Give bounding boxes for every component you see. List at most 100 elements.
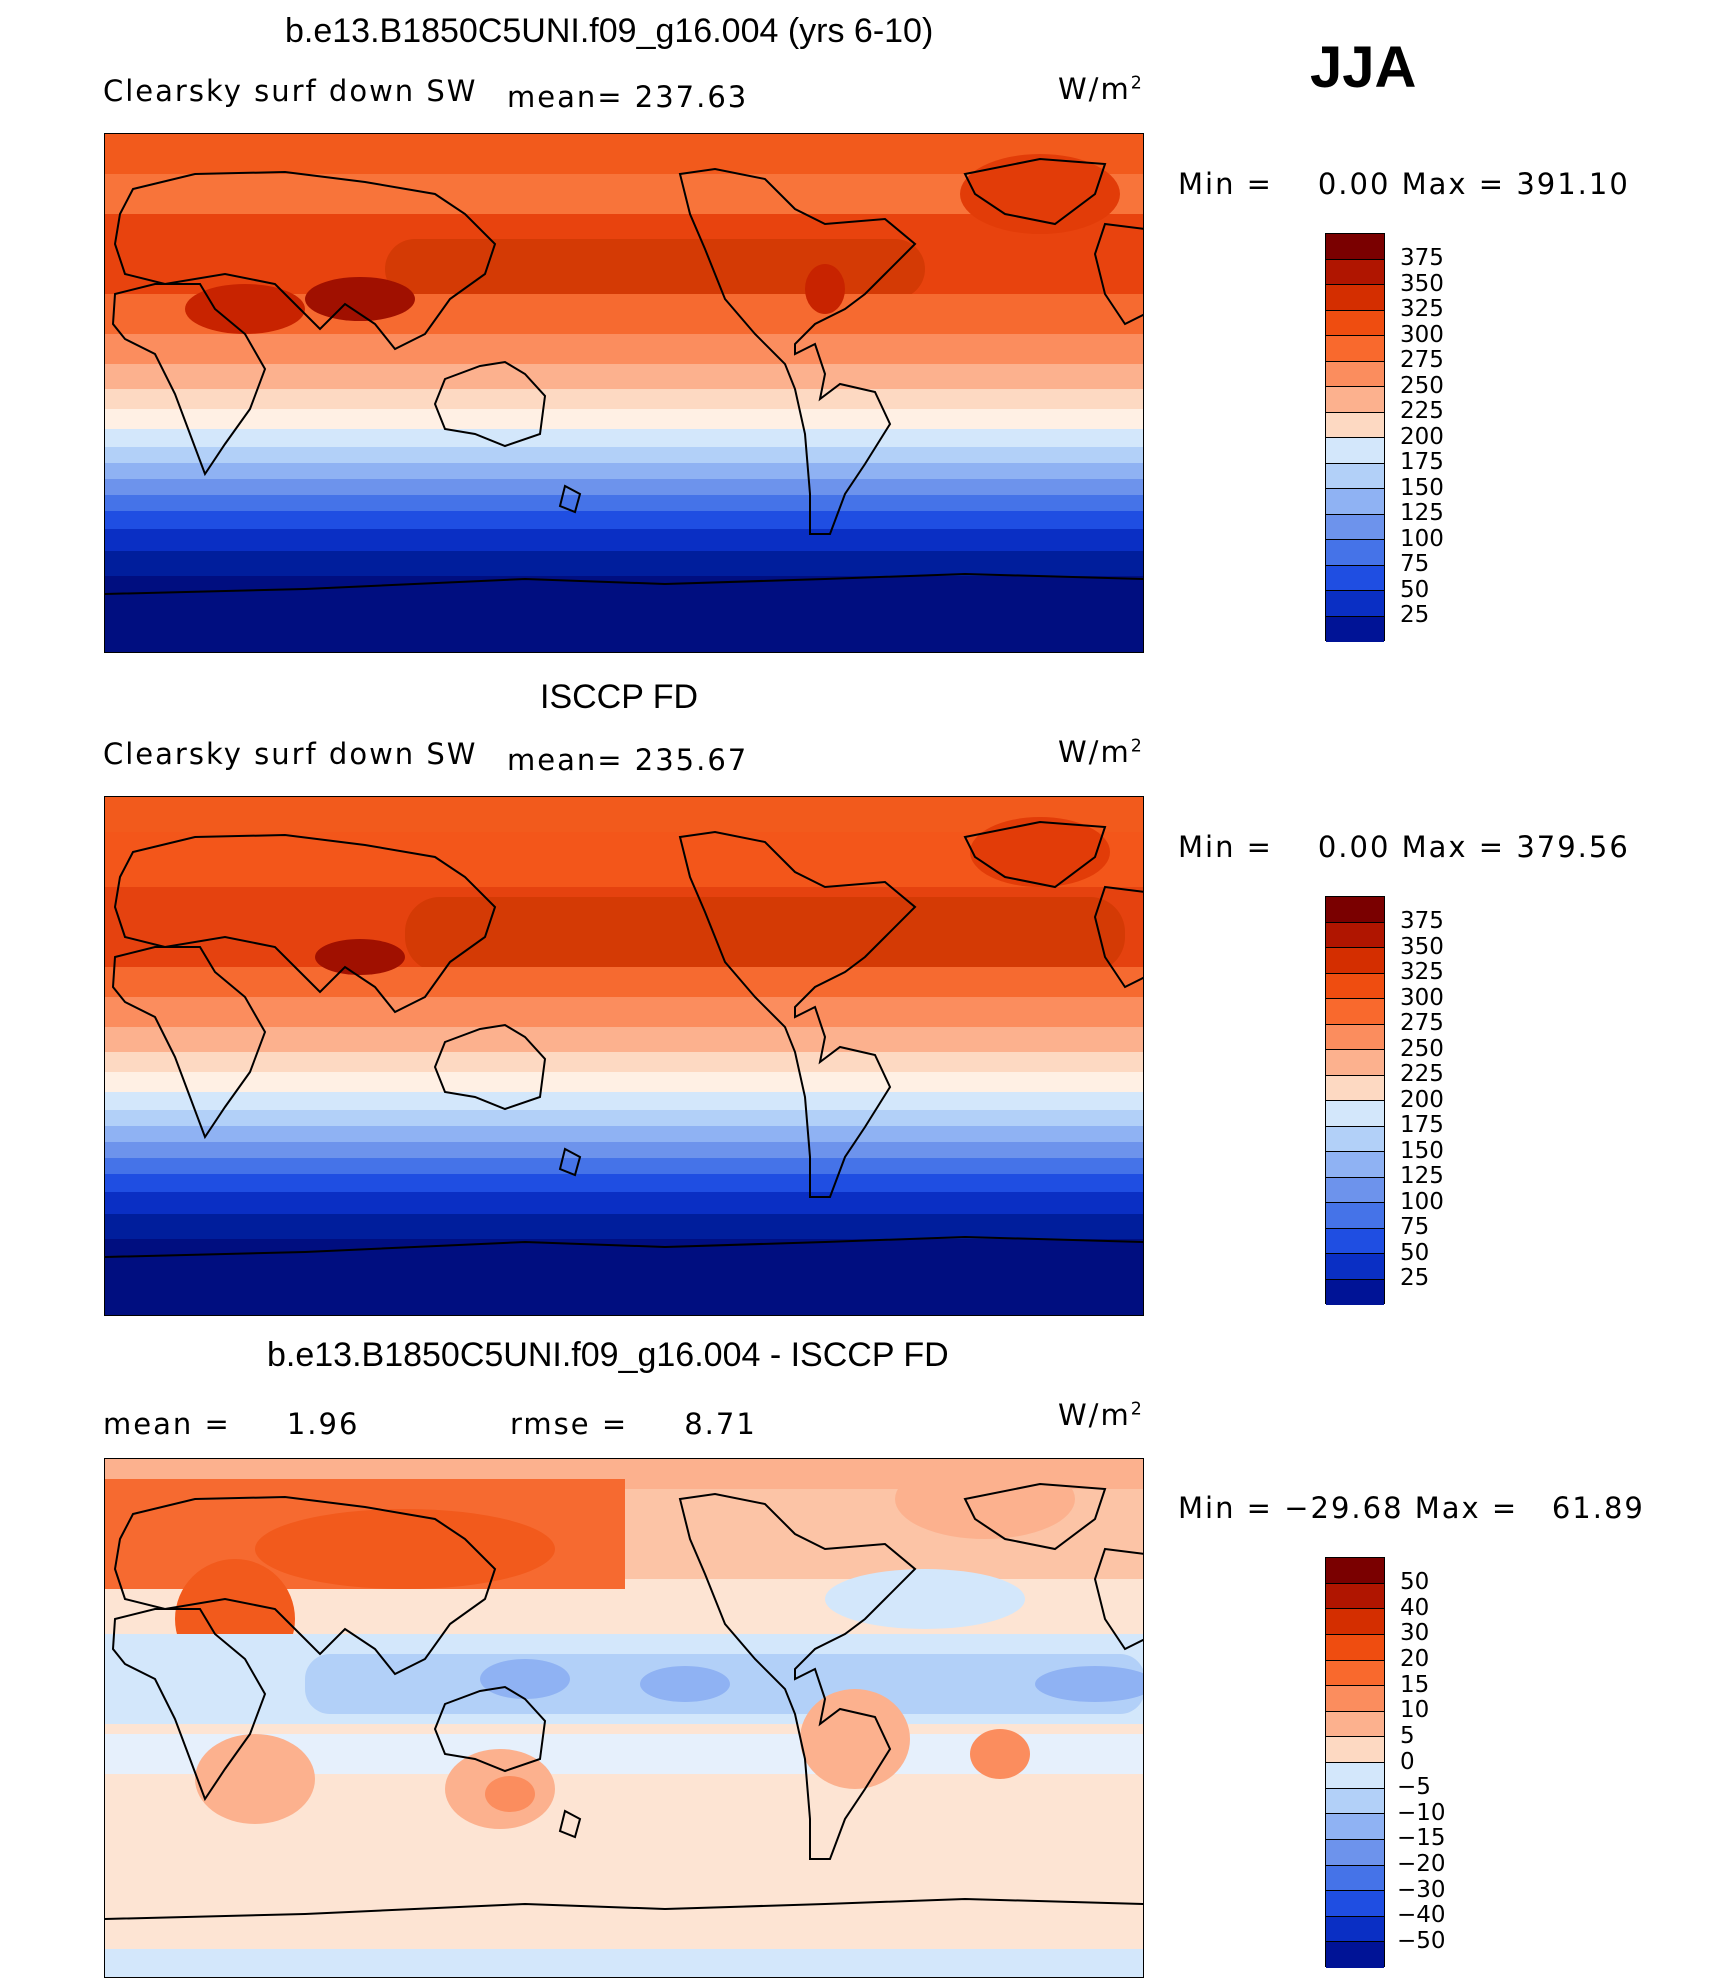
colorbar-swatch <box>1326 1711 1384 1738</box>
panel-3-title: b.e13.B1850C5UNI.f09_g16.004 - ISCCP FD <box>267 1336 949 1374</box>
colorbar-swatch <box>1326 1203 1384 1229</box>
colorbar-tick-label: 150 <box>1400 1137 1444 1164</box>
panel-2-map-svg <box>105 797 1143 1315</box>
colorbar-tick-label: 200 <box>1400 423 1444 450</box>
colorbar-tick-label: −5 <box>1397 1774 1431 1801</box>
panel-1-colorbar <box>1325 233 1385 642</box>
colorbar-tick-label: −40 <box>1397 1902 1446 1929</box>
colorbar-swatch <box>1326 565 1384 591</box>
colorbar-tick-label: 25 <box>1400 602 1430 628</box>
colorbar-swatch <box>1326 1126 1384 1152</box>
colorbar-tick-label: −50 <box>1397 1927 1446 1954</box>
colorbar-tick-label: −15 <box>1397 1825 1446 1852</box>
panel-2-variable-label: Clearsky surf down SW <box>103 737 478 771</box>
panel-3-map <box>104 1458 1144 1978</box>
panel-1-map-svg <box>105 134 1143 652</box>
colorbar-tick-label: 75 <box>1400 551 1430 577</box>
colorbar-swatch <box>1326 1583 1384 1610</box>
colorbar-swatch <box>1326 412 1384 438</box>
panel-1-title: b.e13.B1850C5UNI.f09_g16.004 (yrs 6-10) <box>285 12 934 50</box>
colorbar-swatch <box>1326 310 1384 336</box>
colorbar-swatch <box>1326 897 1384 923</box>
colorbar-tick-label: 125 <box>1400 500 1444 526</box>
colorbar-swatch <box>1326 1075 1384 1101</box>
colorbar-tick-label: 275 <box>1400 347 1444 373</box>
colorbar-tick-label: 325 <box>1400 296 1444 322</box>
colorbar-tick-label: 375 <box>1400 908 1444 934</box>
colorbar-tick-label: 100 <box>1400 1188 1444 1215</box>
colorbar-tick-label: 125 <box>1400 1163 1444 1189</box>
panel-3-map-svg <box>105 1459 1143 1977</box>
colorbar-swatch <box>1326 285 1384 311</box>
colorbar-swatch <box>1326 1686 1384 1712</box>
colorbar-swatch <box>1326 514 1384 540</box>
colorbar-tick-label: −10 <box>1397 1799 1446 1826</box>
colorbar-tick-label: 50 <box>1400 1239 1430 1266</box>
colorbar-swatch <box>1326 1177 1384 1203</box>
panel-1-minmax: Min = 0.00 Max = 391.10 <box>1178 167 1630 201</box>
colorbar-tick-label: 50 <box>1400 1569 1430 1596</box>
colorbar-swatch <box>1326 1558 1384 1584</box>
panel-1-map <box>104 133 1144 653</box>
panel-3-rmse-label: rmse = 8.71 <box>510 1407 757 1441</box>
colorbar-tick-label: 325 <box>1400 959 1444 985</box>
colorbar-tick-label: 375 <box>1400 245 1444 271</box>
colorbar-swatch <box>1326 463 1384 489</box>
colorbar-swatch <box>1326 948 1384 974</box>
panel-2-colorbar <box>1325 896 1385 1305</box>
colorbar-swatch <box>1326 1228 1384 1254</box>
colorbar-swatch <box>1326 387 1384 413</box>
colorbar-tick-label: 10 <box>1400 1697 1430 1724</box>
panel-3-colorbar <box>1325 1557 1385 1968</box>
colorbar-tick-label: −20 <box>1397 1851 1446 1877</box>
panel-3-mean-label: mean = 1.96 <box>103 1407 360 1441</box>
colorbar-swatch <box>1326 1660 1384 1687</box>
panel-2-minmax: Min = 0.00 Max = 379.56 <box>1178 830 1630 864</box>
colorbar-swatch <box>1326 1254 1384 1280</box>
colorbar-swatch <box>1326 489 1384 515</box>
colorbar-tick-label: 30 <box>1400 1620 1430 1647</box>
panel-1-units-label: W/m2 <box>1058 72 1144 106</box>
colorbar-tick-label: 300 <box>1400 984 1444 1011</box>
colorbar-swatch <box>1326 1814 1384 1840</box>
panel-1-mean-label: mean= 237.63 <box>507 80 749 114</box>
colorbar-tick-label: 225 <box>1400 1061 1444 1087</box>
colorbar-tick-label: 350 <box>1400 933 1444 960</box>
colorbar-tick-label: 0 <box>1400 1748 1415 1775</box>
colorbar-swatch <box>1326 1279 1384 1305</box>
colorbar-tick-label: 250 <box>1400 372 1444 399</box>
panel-2-title: ISCCP FD <box>540 678 699 716</box>
colorbar-swatch <box>1326 1891 1384 1917</box>
colorbar-tick-label: 175 <box>1400 449 1444 475</box>
colorbar-swatch <box>1326 1050 1384 1076</box>
colorbar-swatch <box>1326 259 1384 285</box>
panel-2-mean-label: mean= 235.67 <box>507 743 749 777</box>
colorbar-swatch <box>1326 361 1384 387</box>
colorbar-tick-label: 275 <box>1400 1010 1444 1036</box>
colorbar-swatch <box>1326 999 1384 1025</box>
colorbar-swatch <box>1326 336 1384 362</box>
colorbar-swatch <box>1326 234 1384 260</box>
colorbar-tick-label: 25 <box>1400 1265 1430 1291</box>
season-label: JJA <box>1310 35 1417 100</box>
colorbar-swatch <box>1326 540 1384 566</box>
colorbar-tick-label: 20 <box>1400 1646 1430 1672</box>
colorbar-swatch <box>1326 1865 1384 1892</box>
colorbar-tick-label: 175 <box>1400 1112 1444 1138</box>
colorbar-tick-label: 300 <box>1400 321 1444 348</box>
colorbar-swatch <box>1326 616 1384 642</box>
colorbar-swatch <box>1326 1763 1384 1789</box>
colorbar-tick-label: 150 <box>1400 474 1444 501</box>
colorbar-tick-label: 50 <box>1400 576 1430 603</box>
colorbar-tick-label: 350 <box>1400 270 1444 297</box>
colorbar-swatch <box>1326 1942 1384 1968</box>
colorbar-tick-label: 200 <box>1400 1086 1444 1113</box>
panel-2-units-label: W/m2 <box>1058 735 1144 769</box>
colorbar-swatch <box>1326 1916 1384 1943</box>
colorbar-swatch <box>1326 1788 1384 1815</box>
colorbar-swatch <box>1326 1101 1384 1127</box>
colorbar-tick-label: 15 <box>1400 1671 1430 1698</box>
panel-1-variable-label: Clearsky surf down SW <box>103 74 478 108</box>
colorbar-swatch <box>1326 1152 1384 1178</box>
colorbar-tick-label: 100 <box>1400 525 1444 552</box>
